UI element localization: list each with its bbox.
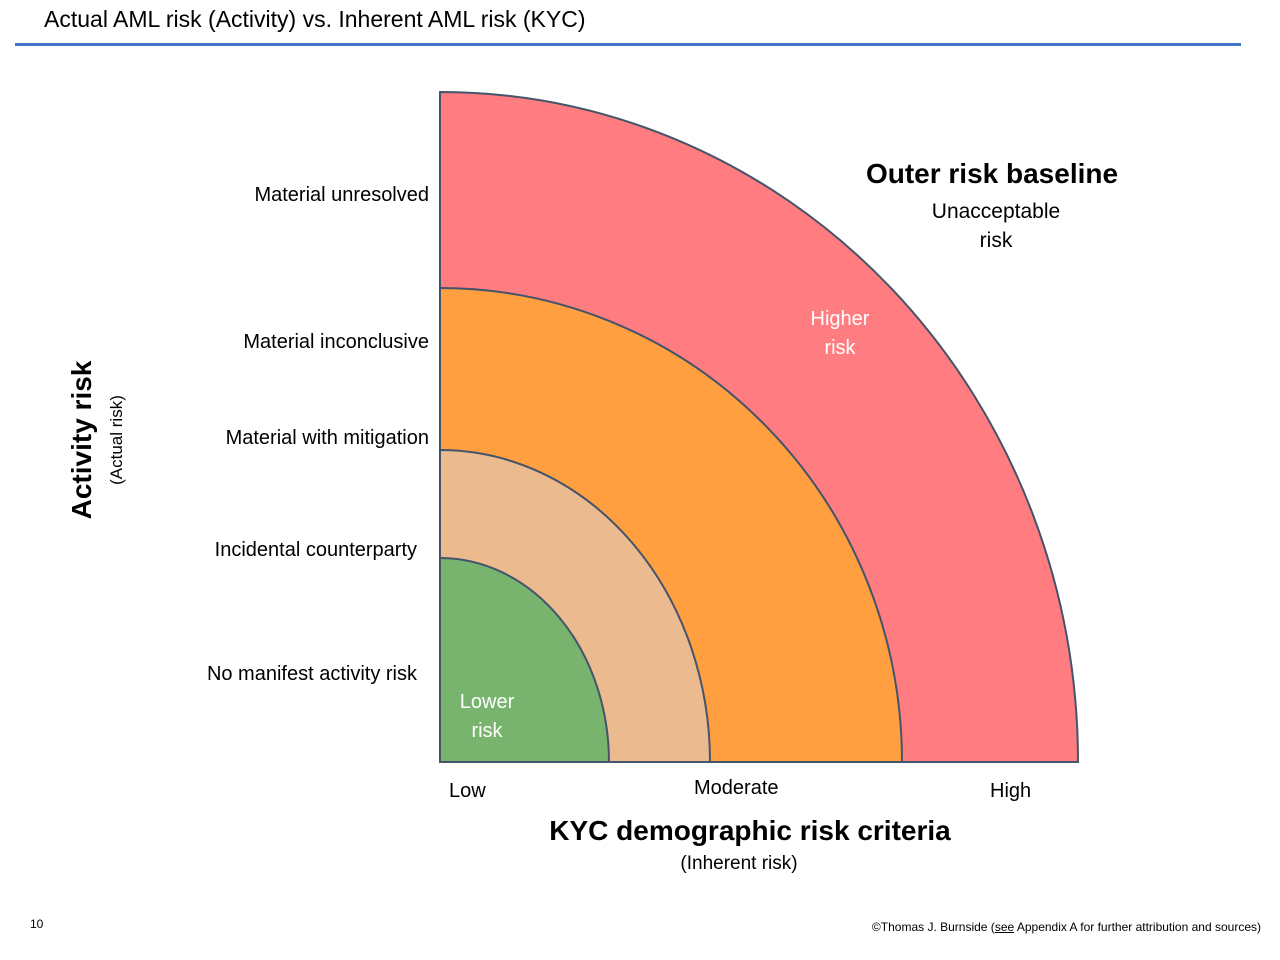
title-underline — [15, 43, 1241, 46]
lower-risk-label: Lower risk — [417, 688, 557, 746]
unacceptable-risk-label: Unacceptable risk — [896, 197, 1096, 255]
slide-title: Actual AML risk (Activity) vs. Inherent … — [44, 6, 586, 32]
lower-risk-line1: Lower — [459, 691, 515, 713]
unacceptable-risk-line1: Unacceptable — [931, 200, 1061, 223]
y-level-no-manifest-activity-risk: No manifest activity risk — [206, 663, 417, 685]
zone-lower-risk-ring — [439, 556, 611, 763]
credit-see-link[interactable]: see — [994, 920, 1015, 934]
higher-risk-label: Higher risk — [770, 305, 910, 363]
y-axis-title: Activity risk — [66, 360, 97, 520]
unacceptable-risk-line2: risk — [979, 229, 1013, 252]
footer-credit: ©Thomas J. Burnside (see Appendix A for … — [872, 920, 1261, 934]
page-number: 10 — [30, 917, 44, 931]
x-tick-low: Low — [449, 780, 486, 802]
x-tick-high: High — [990, 780, 1032, 802]
y-level-incidental-counterparty: Incidental counterparty — [214, 539, 417, 561]
x-axis-subtitle: (Inherent risk) — [680, 853, 798, 874]
x-tick-moderate: Moderate — [694, 777, 779, 799]
higher-risk-line1: Higher — [810, 308, 870, 330]
y-level-material-unresolved: Material unresolved — [254, 184, 429, 206]
lower-risk-line2: risk — [471, 720, 503, 742]
x-axis-title: KYC demographic risk criteria — [549, 815, 951, 846]
y-level-material-with-mitigation: Material with mitigation — [225, 427, 429, 449]
outer-risk-baseline-title: Outer risk baseline — [865, 158, 1119, 189]
credit-prefix: ©Thomas J. Burnside ( — [871, 920, 995, 934]
y-axis-subtitle: (Actual risk) — [107, 395, 126, 485]
y-level-material-inconclusive: Material inconclusive — [243, 331, 429, 353]
higher-risk-line2: risk — [824, 337, 856, 359]
credit-suffix: Appendix A for further attribution and s… — [1014, 920, 1261, 934]
